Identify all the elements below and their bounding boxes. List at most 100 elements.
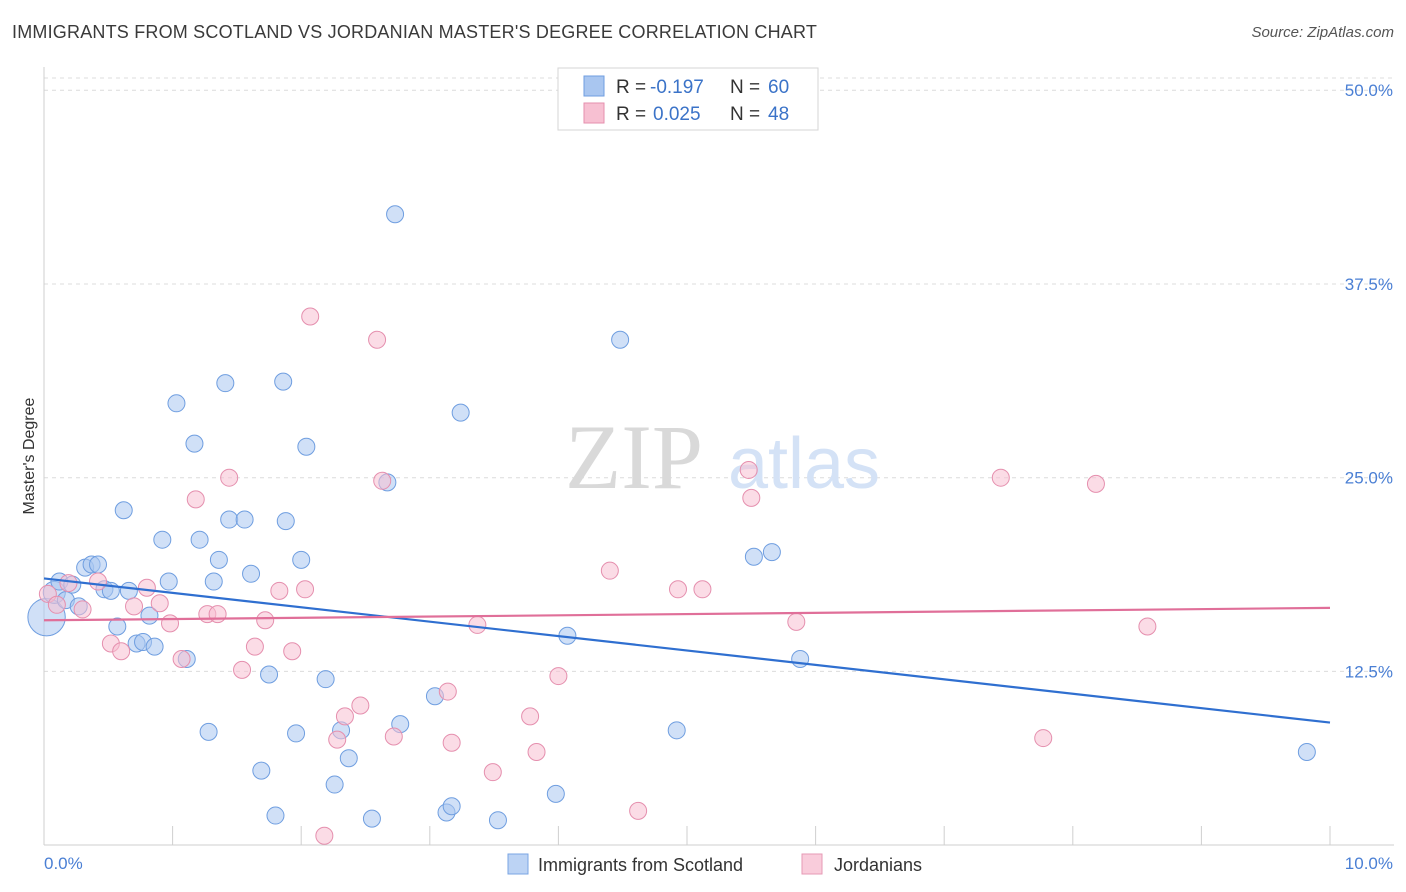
point-scotland <box>209 550 228 569</box>
point-scotland <box>190 530 209 549</box>
chart-title: IMMIGRANTS FROM SCOTLAND VS JORDANIAN MA… <box>12 22 818 42</box>
point-scotland <box>204 572 223 591</box>
point-jordanians <box>442 733 461 752</box>
point-jordanians <box>384 727 403 746</box>
point-jordanians <box>256 611 275 630</box>
point-jordanians <box>1034 729 1053 748</box>
point-scotland <box>276 512 295 531</box>
point-jordanians <box>208 605 227 624</box>
y-tick-label: 25.0% <box>1345 469 1393 488</box>
legend-r-label-jordanians: R = <box>616 104 646 125</box>
point-scotland <box>235 510 254 529</box>
x-tick-labels: 0.0% 10.0% <box>44 854 1393 873</box>
point-jordanians <box>328 730 347 749</box>
point-jordanians <box>468 615 487 634</box>
point-jordanians <box>335 707 354 726</box>
point-scotland <box>119 581 138 600</box>
point-scotland <box>89 555 108 574</box>
point-scotland <box>159 572 178 591</box>
legend-r-label-scotland: R = <box>616 77 646 98</box>
series-label-jordanians: Jordanians <box>834 855 922 875</box>
point-jordanians <box>270 581 289 600</box>
point-jordanians <box>693 580 712 599</box>
point-jordanians <box>89 572 108 591</box>
y-tick-label: 50.0% <box>1345 81 1393 100</box>
y-axis-title: Master's Degree <box>21 397 38 514</box>
point-jordanians <box>787 612 806 631</box>
point-scotland <box>220 510 239 529</box>
trend-line-scotland <box>43 577 1331 724</box>
point-jordanians <box>521 707 540 726</box>
point-jordanians <box>112 642 131 661</box>
point-scotland <box>292 550 311 569</box>
point-jordanians <box>351 696 370 715</box>
legend-swatch-scotland <box>583 75 605 97</box>
point-jordanians <box>47 595 66 614</box>
point-scotland <box>145 637 164 656</box>
point-jordanians <box>629 801 648 820</box>
point-scotland <box>242 564 261 583</box>
legend-n-value-scotland: 60 <box>768 77 789 98</box>
point-scotland <box>252 761 271 780</box>
legend-n-label-jordanians: N = <box>730 104 760 125</box>
trend-lines <box>43 577 1331 724</box>
point-jordanians <box>483 763 502 782</box>
grid-lines <box>44 77 1394 672</box>
legend-r-value-jordanians: 0.025 <box>653 104 701 125</box>
point-scotland <box>167 394 186 413</box>
point-jordanians <box>438 682 457 701</box>
watermark: ZIP atlas <box>565 406 880 508</box>
point-jordanians <box>742 488 761 507</box>
trend-line-jordanians <box>43 606 1331 622</box>
point-jordanians <box>161 614 180 633</box>
point-scotland <box>762 543 781 562</box>
y-tick-labels: 12.5% 25.0% 37.5% 50.0% <box>1345 81 1393 681</box>
y-tick-label: 12.5% <box>1345 662 1393 681</box>
point-jordanians <box>991 468 1010 487</box>
point-scotland <box>274 372 293 391</box>
point-jordanians <box>245 637 264 656</box>
point-scotland <box>185 434 204 453</box>
point-jordanians <box>73 600 92 619</box>
point-scotland <box>260 665 279 684</box>
source-credit: Source: ZipAtlas.com <box>1251 24 1394 41</box>
point-scotland <box>266 806 285 825</box>
series-legend: Immigrants from Scotland Jordanians <box>507 853 922 875</box>
point-scotland <box>488 811 507 830</box>
point-jordanians <box>668 580 687 599</box>
x-tick-label: 0.0% <box>44 854 83 873</box>
point-scotland <box>287 724 306 743</box>
point-scotland <box>1297 743 1316 762</box>
point-scotland <box>442 797 461 816</box>
data-points <box>27 205 1316 845</box>
correlation-legend: R = -0.197 N = 60 R = 0.025 N = 48 <box>557 67 819 131</box>
point-scotland <box>199 722 218 741</box>
point-scotland <box>325 775 344 794</box>
point-jordanians <box>220 468 239 487</box>
legend-n-label-scotland: N = <box>730 77 760 98</box>
point-jordanians <box>59 574 78 593</box>
point-scotland <box>744 547 763 566</box>
point-jordanians <box>137 578 156 597</box>
point-jordanians <box>368 330 387 349</box>
point-scotland <box>316 670 335 689</box>
point-scotland <box>546 784 565 803</box>
x-ticks <box>172 826 1331 845</box>
point-jordanians <box>150 594 169 613</box>
point-scotland <box>153 530 172 549</box>
point-jordanians <box>233 660 252 679</box>
point-jordanians <box>296 580 315 599</box>
point-jordanians <box>600 561 619 580</box>
point-jordanians <box>373 471 392 490</box>
point-scotland <box>386 205 405 224</box>
legend-n-value-jordanians: 48 <box>768 104 789 125</box>
axes <box>43 67 1394 846</box>
point-scotland <box>667 721 686 740</box>
legend-swatch-jordanians <box>583 102 605 124</box>
point-jordanians <box>1138 617 1157 636</box>
point-jordanians <box>125 597 144 616</box>
series-label-scotland: Immigrants from Scotland <box>538 855 743 875</box>
point-scotland <box>791 650 810 669</box>
point-scotland <box>611 330 630 349</box>
